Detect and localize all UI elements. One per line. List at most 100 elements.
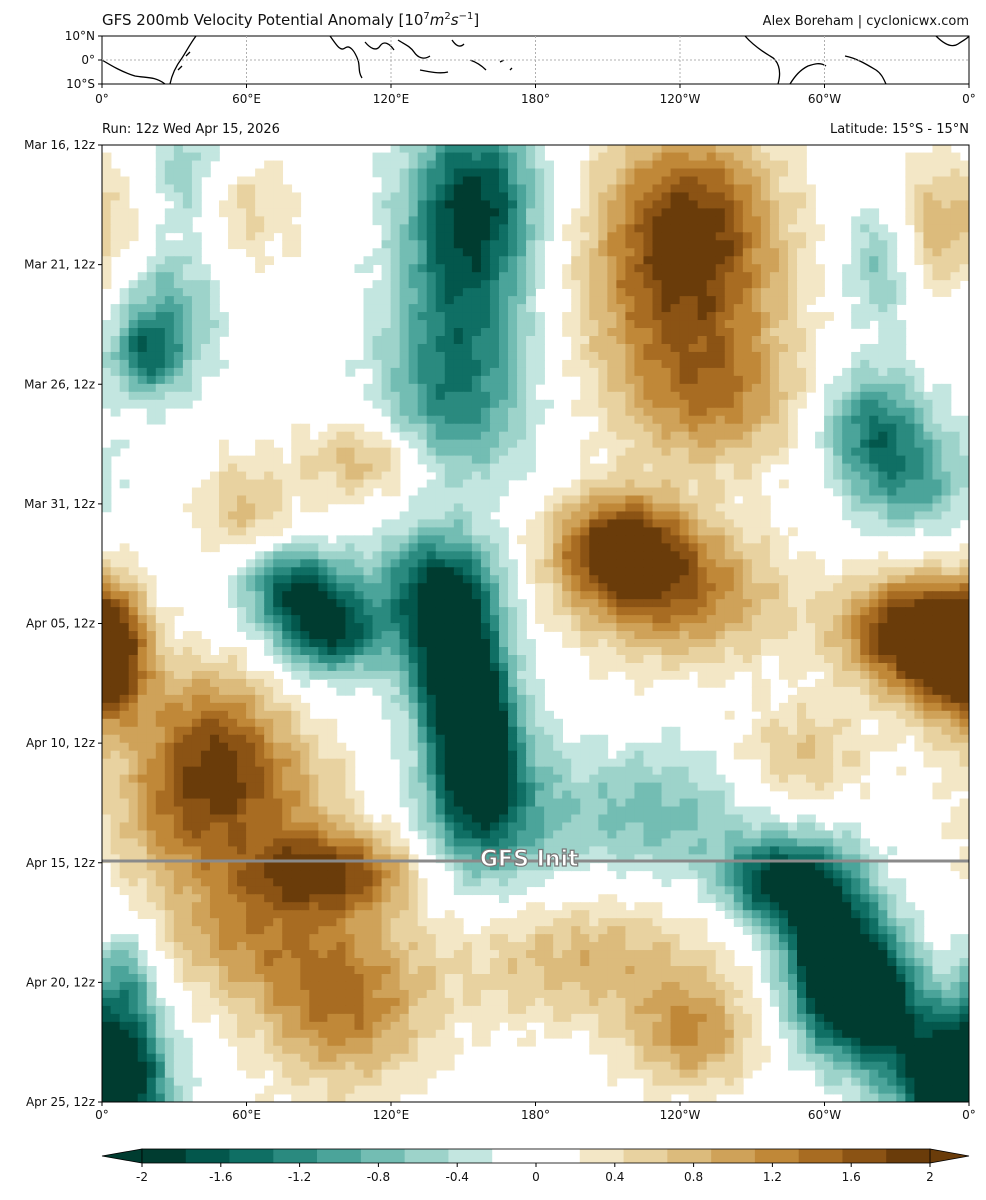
field-cell xyxy=(363,607,374,616)
field-cell xyxy=(616,192,627,202)
field-cell xyxy=(959,256,969,266)
field-cell xyxy=(905,152,916,162)
field-cell xyxy=(806,662,816,672)
field-cell xyxy=(102,224,112,234)
field-cell xyxy=(625,607,636,616)
field-cell xyxy=(408,527,419,537)
field-cell xyxy=(625,145,636,154)
field-cell xyxy=(191,184,202,194)
field-cell xyxy=(345,479,356,489)
field-cell xyxy=(643,519,654,529)
field-cell xyxy=(941,192,952,202)
field-cell xyxy=(354,559,365,569)
field-cell xyxy=(634,567,645,577)
field-cell xyxy=(110,383,121,393)
field-cell xyxy=(372,615,383,624)
field-cell xyxy=(336,431,347,441)
field-cell xyxy=(688,288,699,297)
field-cell xyxy=(905,415,916,425)
field-cell xyxy=(489,399,500,409)
field-cell xyxy=(598,256,609,266)
field-cell xyxy=(860,591,871,600)
field-cell xyxy=(905,607,916,616)
field-cell xyxy=(318,583,329,592)
field-cell xyxy=(372,343,383,353)
field-cell xyxy=(444,655,455,664)
field-cell xyxy=(905,575,916,585)
field-cell xyxy=(399,176,410,186)
field-cell xyxy=(282,599,293,608)
field-cell xyxy=(408,264,419,273)
field-cell xyxy=(634,463,645,473)
field-cell xyxy=(923,670,934,680)
field-cell xyxy=(544,607,554,616)
field-cell xyxy=(102,599,112,608)
field-cell xyxy=(381,391,392,401)
field-cell xyxy=(219,320,229,329)
field-cell xyxy=(634,304,645,313)
field-cell xyxy=(806,232,816,242)
field-cell xyxy=(553,583,563,592)
field-cell xyxy=(815,431,825,441)
field-cell xyxy=(282,463,293,473)
field-cell xyxy=(751,415,762,425)
field-cell xyxy=(381,359,392,369)
field-cell xyxy=(842,678,852,688)
field-cell xyxy=(797,551,807,561)
field-cell xyxy=(787,591,798,600)
field-cell xyxy=(878,670,889,680)
field-cell xyxy=(128,702,139,712)
field-cell xyxy=(462,272,473,281)
field-cell xyxy=(806,591,816,600)
field-cell xyxy=(607,280,618,289)
field-cell xyxy=(553,551,563,561)
field-cell xyxy=(688,583,699,592)
field-cell xyxy=(797,200,807,210)
field-cell xyxy=(489,168,500,178)
field-cell xyxy=(697,184,708,194)
field-cell xyxy=(914,407,925,417)
field-cell xyxy=(200,655,211,664)
field-cell xyxy=(607,639,618,648)
field-cell xyxy=(444,192,455,202)
field-cell xyxy=(372,543,383,553)
field-cell xyxy=(950,248,961,258)
field-cell xyxy=(219,535,229,545)
field-cell xyxy=(508,670,518,680)
field-cell xyxy=(327,439,338,449)
field-cell xyxy=(345,631,356,640)
field-cell xyxy=(679,256,690,266)
field-cell xyxy=(742,415,753,425)
field-cell xyxy=(607,567,618,577)
field-cell xyxy=(787,599,798,608)
field-cell xyxy=(408,615,419,624)
field-cell xyxy=(634,152,645,162)
field-cell xyxy=(273,503,284,513)
field-cell xyxy=(246,503,256,513)
field-cell xyxy=(526,455,536,465)
field-cell xyxy=(878,415,889,425)
field-cell xyxy=(733,375,744,385)
field-cell xyxy=(670,583,681,592)
field-cell xyxy=(941,383,952,393)
field-cell xyxy=(697,367,708,377)
field-cell xyxy=(489,232,500,242)
field-cell xyxy=(833,591,843,600)
field-cell xyxy=(155,623,166,632)
field-cell xyxy=(426,439,437,449)
field-cell xyxy=(435,503,446,513)
field-cell xyxy=(769,320,780,329)
field-cell xyxy=(616,240,627,250)
field-cell xyxy=(345,359,356,369)
field-cell xyxy=(733,415,744,425)
field-cell xyxy=(878,383,889,393)
field-cell xyxy=(354,615,365,624)
field-cell xyxy=(182,216,193,226)
field-cell xyxy=(688,463,699,473)
field-cell xyxy=(878,471,889,481)
field-cell xyxy=(535,375,545,385)
field-cell xyxy=(182,184,193,194)
field-cell xyxy=(715,423,726,433)
field-cell xyxy=(887,694,898,704)
field-cell xyxy=(787,399,798,409)
